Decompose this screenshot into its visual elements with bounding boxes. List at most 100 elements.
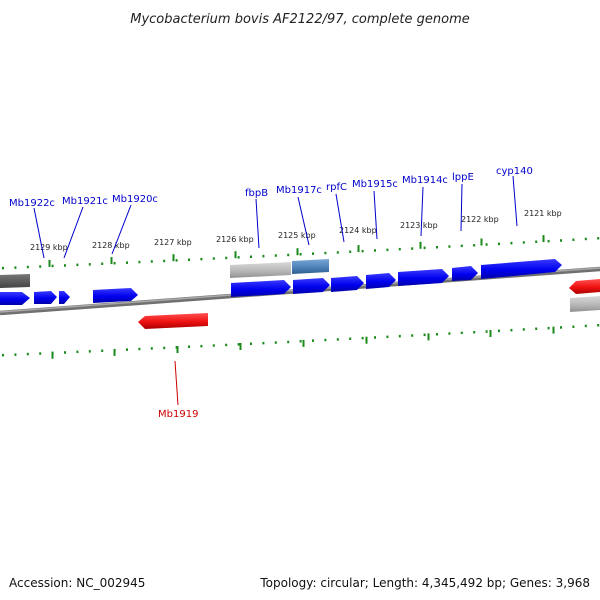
upper-ruler-minor-tick xyxy=(398,247,401,251)
kbp-labels: 2129 kbp 2128 kbp 2127 kbp 2126 kbp 2125… xyxy=(30,209,562,252)
kbp-label-2129: 2129 kbp xyxy=(30,243,68,252)
lower-ruler-minor-tick xyxy=(88,350,91,353)
gene-label-rpfC[interactable]: rpfC xyxy=(326,182,347,193)
lower-ruler-minor-tick xyxy=(262,341,265,345)
leader-rpfC xyxy=(335,193,345,243)
upper-ruler-minor-tick xyxy=(212,257,215,260)
upper-ruler-major-tick xyxy=(48,259,51,267)
lower-ruler-minor-tick xyxy=(386,335,389,339)
reverse-gene-track xyxy=(138,279,600,329)
lower-ruler-minor-tick xyxy=(212,344,215,347)
leader-mb1914c xyxy=(420,186,424,237)
gene-arrow-fbpB[interactable] xyxy=(231,280,291,297)
lower-ruler-minor-tick xyxy=(163,346,166,350)
upper-ruler-major-tick xyxy=(419,241,422,249)
upper-ruler-minor-tick xyxy=(448,245,451,248)
gene-label-mb1914c[interactable]: Mb1914c xyxy=(402,175,448,186)
lower-ruler-minor-tick xyxy=(225,343,228,347)
leader-mb1917c xyxy=(297,196,310,246)
leader-mb1919 xyxy=(174,360,179,406)
lower-ruler-minor-tick xyxy=(274,341,277,344)
lower-ruler-minor-tick xyxy=(460,331,463,335)
leader-mb1915c xyxy=(373,190,378,240)
lower-ruler-major-tick xyxy=(489,330,492,337)
feature-track xyxy=(0,259,600,312)
feature-gray-right[interactable] xyxy=(570,296,600,312)
lower-ruler-minor-tick xyxy=(522,328,525,331)
gene-arrow-reverse-right[interactable] xyxy=(569,279,600,294)
lower-ruler-minor-tick xyxy=(312,339,314,342)
lower-ruler-minor-tick xyxy=(510,328,513,332)
forward-gene-labels: Mb1922c Mb1921c Mb1920c fbpB Mb1917c rpf… xyxy=(9,166,533,209)
lower-ruler-minor-tick xyxy=(26,352,29,356)
gene-label-lppE[interactable]: lppE xyxy=(452,172,474,183)
upper-ruler-minor-tick xyxy=(88,263,91,266)
gene-label-fbpB[interactable]: fbpB xyxy=(245,188,268,199)
gene-label-mb1921c[interactable]: Mb1921c xyxy=(62,196,108,207)
upper-ruler-minor-tick xyxy=(485,243,488,246)
upper-ruler-minor-tick xyxy=(250,255,252,258)
lower-ruler-minor-tick xyxy=(200,344,203,348)
lower-ruler-major-tick xyxy=(427,333,430,341)
upper-ruler-minor-tick xyxy=(150,260,153,263)
kbp-label-2123: 2123 kbp xyxy=(400,221,438,230)
upper-ruler-minor-tick xyxy=(312,252,314,255)
forward-gene-track xyxy=(0,259,562,305)
lower-ruler-minor-tick xyxy=(39,352,42,355)
upper-ruler-minor-tick xyxy=(597,237,600,240)
upper-ruler-minor-tick xyxy=(535,240,538,243)
leader-mb1920c xyxy=(111,204,132,255)
gene-label-mb1920c[interactable]: Mb1920c xyxy=(112,194,158,205)
upper-ruler-minor-tick xyxy=(584,237,587,241)
gene-arrow-mb1919[interactable] xyxy=(138,313,208,329)
upper-ruler-minor-tick xyxy=(113,262,116,265)
upper-ruler-minor-tick xyxy=(2,266,4,270)
gene-arrow-mb1921c[interactable] xyxy=(34,291,57,304)
upper-ruler-minor-tick xyxy=(460,244,463,248)
gene-label-cyp140[interactable]: cyp140 xyxy=(496,166,533,177)
lower-ruler-major-tick xyxy=(176,346,179,353)
gene-arrow-mb1921c-b[interactable] xyxy=(59,291,70,304)
upper-ruler-minor-tick xyxy=(26,265,29,269)
gene-label-mb1915c[interactable]: Mb1915c xyxy=(352,179,398,190)
upper-ruler-minor-tick xyxy=(274,254,277,257)
upper-tick-ruler xyxy=(2,235,600,270)
upper-ruler-minor-tick xyxy=(522,241,525,244)
feature-steel-mb1917c-region[interactable] xyxy=(292,259,329,274)
gene-label-mb1919[interactable]: Mb1919 xyxy=(158,409,198,420)
lower-ruler-minor-tick xyxy=(448,332,451,335)
lower-ruler-minor-tick xyxy=(76,350,79,354)
gene-arrow-mb1917c[interactable] xyxy=(293,278,330,294)
upper-ruler-minor-tick xyxy=(126,261,128,264)
kbp-label-2128: 2128 kbp xyxy=(92,241,130,250)
feature-dark-left[interactable] xyxy=(0,274,30,288)
lower-ruler-minor-tick xyxy=(374,336,376,339)
gene-arrow-mb1914c[interactable] xyxy=(398,269,449,286)
lower-ruler-minor-tick xyxy=(336,338,339,341)
gene-arrow-rpfC[interactable] xyxy=(331,276,364,292)
lower-ruler-minor-tick xyxy=(101,349,104,352)
gene-arrow-lppE[interactable] xyxy=(452,266,478,281)
upper-ruler-minor-tick xyxy=(262,254,265,258)
gene-arrow-mb1922c[interactable] xyxy=(0,292,30,305)
upper-ruler-minor-tick xyxy=(349,250,352,253)
gene-label-mb1917c[interactable]: Mb1917c xyxy=(276,185,322,196)
gene-arrow-mb1915c[interactable] xyxy=(366,273,396,289)
feature-gray-fbpB-region[interactable] xyxy=(230,262,291,278)
lower-ruler-minor-tick xyxy=(572,325,575,328)
upper-ruler-minor-tick xyxy=(200,257,203,261)
genome-summary-text: Topology: circular; Length: 4,345,492 bp… xyxy=(259,576,590,590)
lower-ruler-major-tick xyxy=(51,351,54,359)
gene-arrow-cyp140[interactable] xyxy=(481,259,562,279)
gene-arrow-mb1920c[interactable] xyxy=(93,288,138,303)
upper-ruler-minor-tick xyxy=(138,260,141,264)
lower-ruler-minor-tick xyxy=(138,347,141,351)
upper-ruler-minor-tick xyxy=(175,259,178,262)
upper-ruler-minor-tick xyxy=(51,264,54,268)
upper-ruler-minor-tick xyxy=(336,251,339,254)
upper-ruler-minor-tick xyxy=(572,238,575,241)
leader-fbpB xyxy=(255,198,260,249)
gene-label-mb1922c[interactable]: Mb1922c xyxy=(9,198,55,209)
lower-ruler-minor-tick xyxy=(64,351,66,354)
